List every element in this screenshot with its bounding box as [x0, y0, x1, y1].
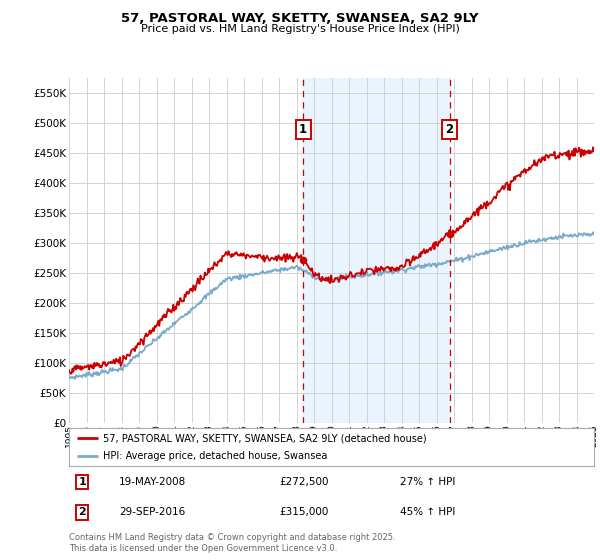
Text: 1: 1: [299, 123, 307, 136]
Text: Price paid vs. HM Land Registry's House Price Index (HPI): Price paid vs. HM Land Registry's House …: [140, 24, 460, 34]
Text: £315,000: £315,000: [279, 507, 328, 517]
Text: 2: 2: [446, 123, 454, 136]
Text: 29-SEP-2016: 29-SEP-2016: [119, 507, 185, 517]
Text: 2: 2: [78, 507, 86, 517]
Text: Contains HM Land Registry data © Crown copyright and database right 2025.
This d: Contains HM Land Registry data © Crown c…: [69, 533, 395, 553]
Text: 57, PASTORAL WAY, SKETTY, SWANSEA, SA2 9LY (detached house): 57, PASTORAL WAY, SKETTY, SWANSEA, SA2 9…: [103, 433, 427, 443]
Text: 1: 1: [78, 477, 86, 487]
Text: 19-MAY-2008: 19-MAY-2008: [119, 477, 186, 487]
Text: HPI: Average price, detached house, Swansea: HPI: Average price, detached house, Swan…: [103, 451, 328, 461]
Text: 27% ↑ HPI: 27% ↑ HPI: [400, 477, 455, 487]
Bar: [303, 78, 449, 423]
Text: 45% ↑ HPI: 45% ↑ HPI: [400, 507, 455, 517]
Text: 57, PASTORAL WAY, SKETTY, SWANSEA, SA2 9LY: 57, PASTORAL WAY, SKETTY, SWANSEA, SA2 9…: [121, 12, 479, 25]
Text: £272,500: £272,500: [279, 477, 329, 487]
